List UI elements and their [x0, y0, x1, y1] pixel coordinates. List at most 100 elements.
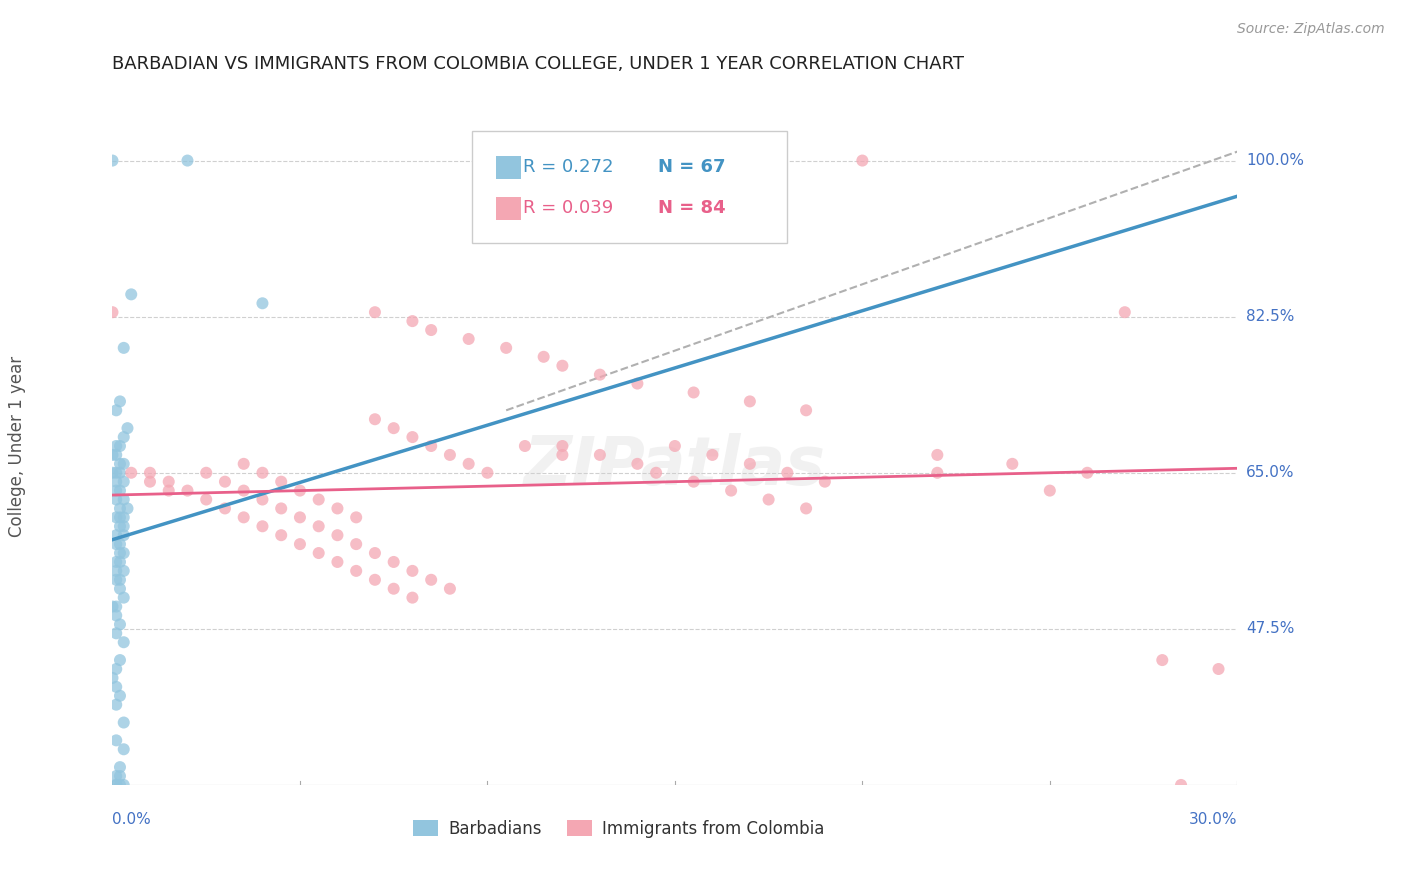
Point	[120, 287, 142, 301]
Text: 100.0%: 100.0%	[1246, 153, 1305, 168]
Point	[112, 564, 135, 578]
Text: 82.5%: 82.5%	[1246, 310, 1295, 324]
Point	[776, 466, 799, 480]
Point	[439, 448, 461, 462]
Point	[288, 483, 311, 498]
Text: 30.0%: 30.0%	[1189, 812, 1237, 827]
Point	[101, 466, 124, 480]
Point	[117, 421, 139, 435]
Point	[105, 510, 128, 524]
Point	[105, 733, 128, 747]
Point	[252, 296, 274, 310]
Point	[551, 439, 574, 453]
Point	[105, 537, 128, 551]
Point	[108, 439, 131, 453]
Point	[120, 466, 142, 480]
Point	[105, 662, 128, 676]
Point	[105, 492, 128, 507]
Text: 0.0%: 0.0%	[112, 812, 152, 827]
Point	[927, 448, 949, 462]
Point	[401, 314, 423, 328]
Point	[477, 466, 499, 480]
Point	[344, 537, 367, 551]
Point	[105, 573, 128, 587]
Point	[1208, 662, 1230, 676]
Point	[176, 153, 198, 168]
Point	[927, 466, 949, 480]
Point	[344, 510, 367, 524]
Point	[101, 448, 124, 462]
Point	[382, 421, 405, 435]
Point	[112, 510, 135, 524]
Point	[157, 483, 180, 498]
Point	[326, 555, 349, 569]
Point	[1152, 653, 1174, 667]
Point	[720, 483, 742, 498]
Point	[738, 394, 761, 409]
Point	[105, 626, 128, 640]
Point	[252, 466, 274, 480]
Point	[551, 448, 574, 462]
Point	[814, 475, 837, 489]
Point	[232, 483, 254, 498]
Text: N = 67: N = 67	[658, 158, 725, 176]
Point	[101, 153, 124, 168]
Text: Source: ZipAtlas.com: Source: ZipAtlas.com	[1237, 22, 1385, 37]
FancyBboxPatch shape	[472, 131, 787, 243]
Point	[108, 769, 131, 783]
Point	[105, 680, 128, 694]
Point	[105, 608, 128, 623]
Point	[439, 582, 461, 596]
Point	[105, 778, 128, 792]
Point	[108, 483, 131, 498]
Point	[139, 475, 162, 489]
Text: R = 0.272: R = 0.272	[523, 158, 613, 176]
Point	[645, 466, 668, 480]
Point	[108, 537, 131, 551]
Point	[108, 501, 131, 516]
Point	[1170, 778, 1192, 792]
Point	[108, 394, 131, 409]
Text: 47.5%: 47.5%	[1246, 622, 1295, 636]
Point	[1114, 305, 1136, 319]
Point	[1001, 457, 1024, 471]
Point	[364, 305, 387, 319]
Point	[112, 546, 135, 560]
Point	[252, 519, 274, 533]
Point	[112, 457, 135, 471]
Point	[108, 519, 131, 533]
Text: R = 0.039: R = 0.039	[523, 199, 613, 218]
Point	[108, 555, 131, 569]
Point	[288, 510, 311, 524]
Point	[344, 564, 367, 578]
Point	[738, 457, 761, 471]
Point	[252, 492, 274, 507]
Point	[794, 403, 817, 417]
Point	[108, 689, 131, 703]
Point	[108, 617, 131, 632]
Text: BARBADIAN VS IMMIGRANTS FROM COLOMBIA COLLEGE, UNDER 1 YEAR CORRELATION CHART: BARBADIAN VS IMMIGRANTS FROM COLOMBIA CO…	[112, 55, 965, 73]
Point	[105, 599, 128, 614]
Point	[457, 332, 479, 346]
Point	[105, 439, 128, 453]
Point	[112, 475, 135, 489]
Point	[112, 341, 135, 355]
Point	[308, 519, 330, 533]
Point	[105, 769, 128, 783]
Point	[139, 466, 162, 480]
Text: N = 84: N = 84	[658, 199, 725, 218]
Point	[626, 376, 648, 391]
Point	[533, 350, 555, 364]
Point	[112, 715, 135, 730]
Point	[794, 501, 817, 516]
Point	[108, 778, 131, 792]
Point	[105, 555, 128, 569]
Point	[101, 671, 124, 685]
Point	[382, 555, 405, 569]
Point	[420, 573, 443, 587]
FancyBboxPatch shape	[496, 197, 520, 219]
Point	[112, 742, 135, 756]
Point	[401, 591, 423, 605]
Point	[112, 519, 135, 533]
Point	[682, 385, 704, 400]
